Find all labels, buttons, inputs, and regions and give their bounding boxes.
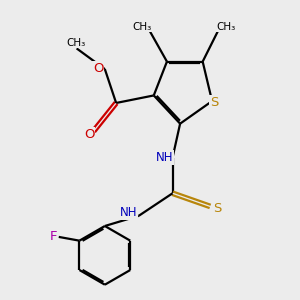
Text: O: O xyxy=(84,128,94,141)
Text: S: S xyxy=(210,96,218,109)
Text: CH₃: CH₃ xyxy=(216,22,236,32)
Text: CH₃: CH₃ xyxy=(132,22,151,32)
Text: O: O xyxy=(93,62,103,75)
Text: S: S xyxy=(213,202,221,215)
Text: NH: NH xyxy=(119,206,137,219)
Text: CH₃: CH₃ xyxy=(67,38,86,48)
Text: NH: NH xyxy=(155,151,173,164)
Text: F: F xyxy=(50,230,57,243)
